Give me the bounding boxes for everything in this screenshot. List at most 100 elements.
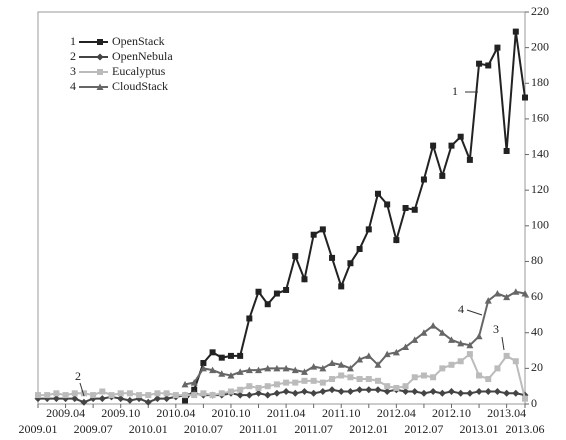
point bbox=[154, 390, 161, 397]
point bbox=[347, 374, 354, 381]
point bbox=[144, 398, 152, 406]
annotation: 1 bbox=[452, 84, 458, 98]
point bbox=[356, 355, 364, 363]
legend-number: 3 bbox=[70, 64, 76, 78]
point bbox=[429, 322, 437, 329]
point bbox=[365, 226, 372, 233]
point bbox=[319, 226, 326, 233]
point bbox=[237, 386, 244, 393]
point bbox=[328, 359, 336, 367]
point bbox=[117, 395, 125, 403]
point bbox=[191, 386, 198, 393]
point bbox=[227, 388, 234, 395]
point bbox=[411, 388, 419, 396]
point bbox=[163, 395, 171, 403]
x-tick-label: 2012.04 bbox=[377, 406, 416, 420]
point bbox=[347, 260, 354, 267]
point bbox=[493, 290, 501, 297]
point bbox=[117, 390, 124, 397]
point bbox=[282, 364, 290, 372]
point bbox=[438, 389, 446, 397]
point bbox=[172, 392, 179, 399]
point bbox=[236, 368, 244, 375]
point bbox=[420, 389, 428, 397]
point bbox=[227, 371, 235, 379]
point bbox=[255, 288, 262, 295]
point bbox=[255, 389, 263, 397]
point bbox=[439, 365, 446, 372]
point bbox=[457, 133, 464, 140]
x-tick-label: 2013.06 bbox=[506, 422, 545, 436]
point bbox=[44, 392, 51, 399]
y-tick-label: 200 bbox=[531, 39, 549, 53]
point bbox=[485, 62, 492, 69]
point bbox=[273, 290, 280, 297]
point bbox=[255, 384, 262, 391]
x-tick-label: 2013.01 bbox=[460, 422, 499, 436]
y-tick-label: 140 bbox=[531, 146, 549, 160]
point bbox=[338, 372, 345, 379]
point bbox=[503, 389, 511, 397]
point bbox=[291, 389, 299, 397]
point bbox=[218, 370, 226, 377]
point bbox=[62, 392, 69, 399]
point bbox=[191, 392, 198, 399]
point bbox=[246, 383, 253, 390]
x-tick-label: 2009.04 bbox=[46, 406, 85, 420]
point bbox=[273, 389, 281, 397]
x-tick-label: 2010.10 bbox=[211, 406, 250, 420]
point bbox=[411, 336, 419, 343]
point bbox=[90, 392, 97, 399]
x-tick-label: 2011.10 bbox=[322, 406, 361, 420]
point bbox=[393, 237, 400, 244]
point bbox=[126, 390, 133, 397]
legend-label: CloudStack bbox=[112, 79, 168, 93]
point bbox=[310, 377, 317, 384]
point bbox=[337, 388, 345, 396]
legend-number: 4 bbox=[70, 79, 76, 93]
point bbox=[430, 374, 437, 381]
point bbox=[411, 374, 418, 381]
point bbox=[448, 142, 455, 149]
point bbox=[402, 388, 410, 396]
point bbox=[273, 364, 281, 372]
point bbox=[283, 286, 290, 293]
point bbox=[420, 329, 428, 336]
annotation-leader bbox=[501, 336, 505, 351]
x-tick-label: 2011.04 bbox=[267, 406, 306, 420]
y-tick-label: 20 bbox=[531, 360, 543, 374]
annotation: 4 bbox=[458, 302, 464, 316]
legend-number: 2 bbox=[70, 49, 76, 63]
legend-label: OpenNebula bbox=[112, 49, 173, 63]
point bbox=[402, 383, 409, 390]
point bbox=[53, 390, 60, 397]
x-tick-label: 2012.10 bbox=[432, 406, 471, 420]
point bbox=[447, 336, 455, 343]
point bbox=[420, 176, 427, 183]
legend-label: Eucalyptus bbox=[112, 64, 166, 78]
y-tick-label: 160 bbox=[531, 111, 549, 125]
legend-marker bbox=[97, 69, 103, 75]
point bbox=[420, 372, 427, 379]
legend-label: OpenStack bbox=[112, 34, 165, 48]
point bbox=[356, 245, 363, 252]
y-tick-label: 180 bbox=[531, 75, 549, 89]
point bbox=[301, 276, 308, 283]
point bbox=[475, 388, 483, 396]
point bbox=[374, 377, 381, 384]
point bbox=[291, 366, 299, 374]
legend-number: 1 bbox=[70, 34, 76, 48]
point bbox=[209, 349, 216, 356]
y-tick-label: 0 bbox=[531, 396, 537, 410]
point bbox=[182, 397, 189, 404]
point bbox=[439, 172, 446, 179]
point bbox=[52, 395, 60, 403]
point bbox=[200, 390, 207, 397]
annotation: 3 bbox=[493, 322, 499, 336]
point bbox=[319, 364, 327, 372]
x-tick-label: 2011.01 bbox=[239, 422, 278, 436]
point bbox=[190, 379, 198, 386]
x-tick-label: 2009.07 bbox=[74, 422, 113, 436]
point bbox=[503, 352, 510, 359]
point bbox=[448, 361, 455, 368]
